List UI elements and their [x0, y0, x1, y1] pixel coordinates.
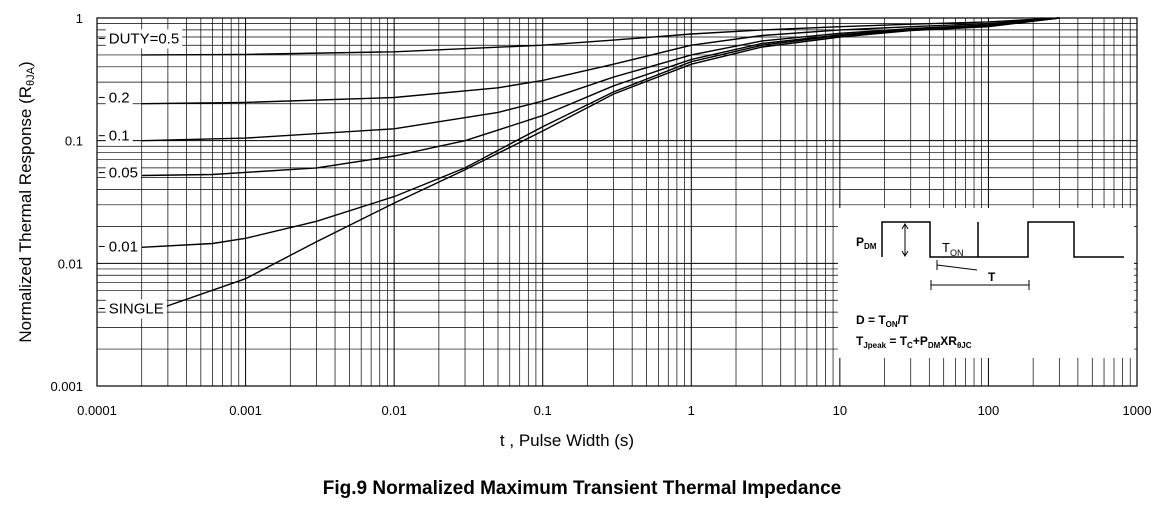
x-tick-label: 0.1	[534, 403, 552, 418]
duty-cycle-inset: PDM TON T D = TON/T TJpeak = TC+PDMXRθJC	[838, 208, 1134, 358]
series-line	[141, 17, 1060, 248]
series-label: 0.05	[109, 165, 138, 182]
figure-caption: Fig.9 Normalized Maximum Transient Therm…	[322, 478, 842, 499]
inset-pdm-label: PDM	[856, 235, 877, 251]
inset-period-label: T	[988, 270, 996, 284]
inset-ton-label: TON	[942, 240, 963, 258]
series-label-bg	[105, 126, 133, 146]
y-tick-label: 0.001	[50, 379, 83, 394]
x-tick-label: 0.0001	[77, 403, 117, 418]
grid	[96, 18, 1137, 387]
inset-background	[838, 208, 1134, 358]
series-label: 0.1	[109, 128, 130, 145]
x-tick-label: 0.01	[381, 403, 406, 418]
series-label-bg	[105, 29, 183, 49]
series-line	[141, 17, 1060, 105]
tick-labels: 0.0001 0.001 0.01 0.1 1 10 100 1000 1 0.1 0.01 0.00…	[50, 11, 1151, 418]
series-label: 0.2	[109, 89, 130, 106]
y-axis-title-main: Normalized Thermal Response (R	[16, 86, 35, 343]
series-line	[141, 17, 1060, 56]
series-labels: DUTY=0.5 0.2 0.1 0.05 0.01 SINGLE	[98, 29, 183, 319]
x-tick-label: 100	[978, 403, 1000, 418]
series-label-bg	[105, 299, 167, 319]
pulse-waveform	[881, 221, 1124, 258]
y-axis-title: Normalized Thermal Response (RθJA)	[16, 61, 37, 342]
series-label-bg	[105, 88, 133, 108]
x-tick-label: 1	[688, 403, 695, 418]
inset-duty-equation: D = TON/T	[856, 313, 909, 329]
series-lines	[141, 17, 1060, 316]
series-label: DUTY=0.5	[109, 30, 179, 47]
series-label: 0.01	[109, 238, 138, 255]
y-axis-title-close: )	[16, 61, 35, 67]
inset-tjpeak-equation: TJpeak = TC+PDMXRθJC	[856, 334, 972, 350]
y-tick-label: 0.1	[65, 134, 83, 149]
x-tick-label: 10	[833, 403, 847, 418]
series-label-bg	[105, 237, 141, 257]
y-tick-label: 0.01	[58, 256, 83, 271]
series-label-bg	[105, 163, 141, 183]
x-axis-title: t , Pulse Width (s)	[500, 431, 634, 450]
y-axis-title-sub: θJA	[25, 66, 37, 86]
x-tick-label: 0.001	[229, 403, 262, 418]
x-tick-label: 1000	[1123, 403, 1152, 418]
ton-span	[936, 264, 978, 271]
pdm-arrow-heads	[901, 223, 909, 257]
series-label: SINGLE	[109, 300, 164, 317]
plot-frame	[96, 17, 1138, 387]
y-tick-label: 1	[76, 11, 83, 26]
series-line	[141, 17, 1060, 316]
series-line	[141, 17, 1060, 142]
